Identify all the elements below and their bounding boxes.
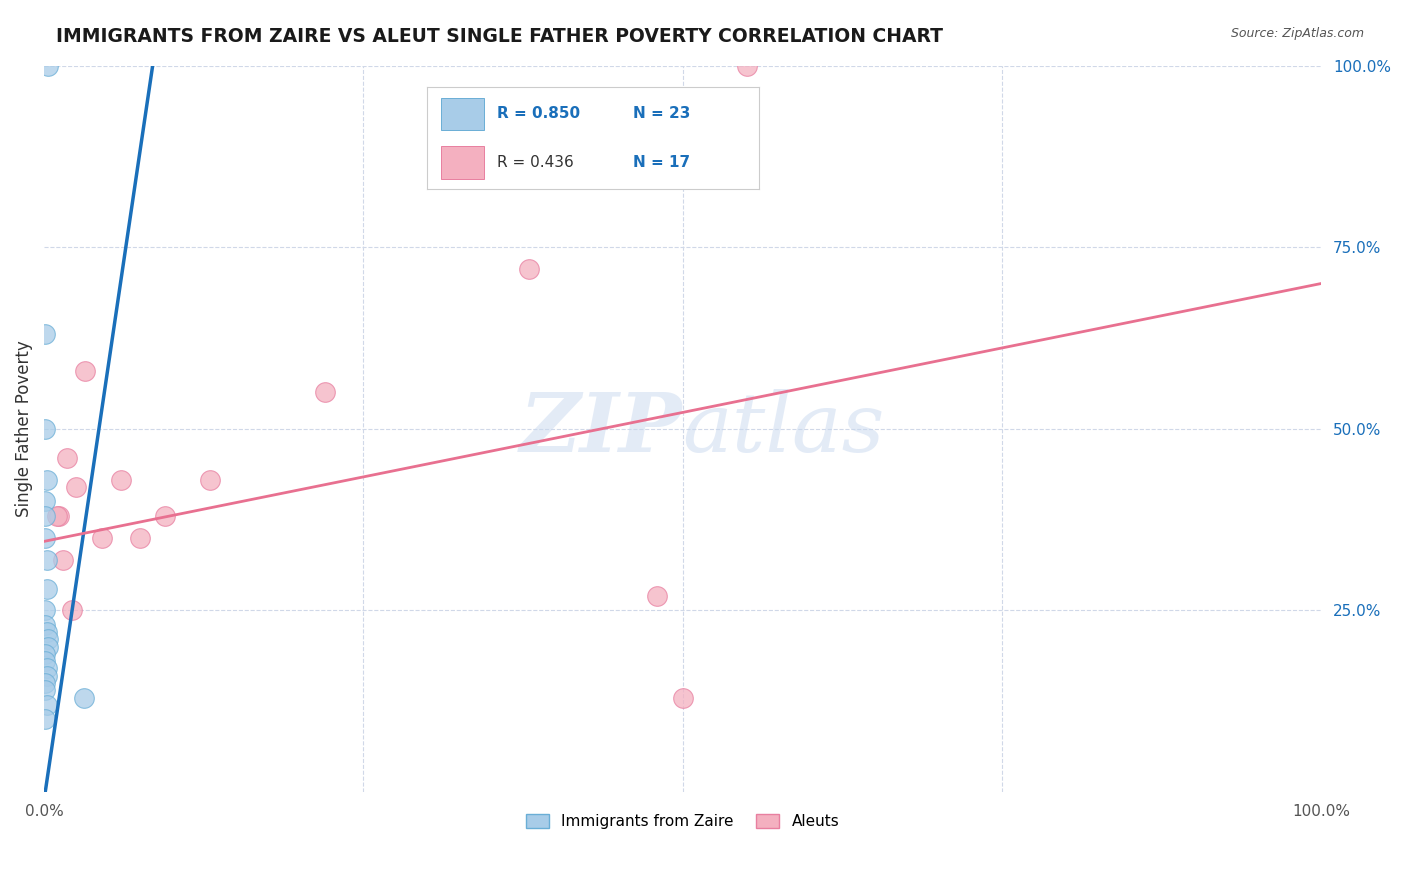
Point <box>34 508 56 523</box>
Text: atlas: atlas <box>683 389 884 469</box>
Point <box>35 582 58 596</box>
Point <box>110 473 132 487</box>
Point <box>128 531 150 545</box>
Point <box>35 473 58 487</box>
Point <box>34 712 56 726</box>
Point <box>34 654 56 668</box>
Point <box>645 589 668 603</box>
Point <box>90 531 112 545</box>
Point <box>52 552 75 566</box>
Point <box>56 450 79 465</box>
Point <box>34 531 56 545</box>
Point <box>60 603 83 617</box>
Point <box>65 480 87 494</box>
Point <box>73 690 96 705</box>
Point <box>34 603 56 617</box>
Point <box>37 632 59 647</box>
Point <box>155 508 177 523</box>
Point <box>34 618 56 632</box>
Text: IMMIGRANTS FROM ZAIRE VS ALEUT SINGLE FATHER POVERTY CORRELATION CHART: IMMIGRANTS FROM ZAIRE VS ALEUT SINGLE FA… <box>56 27 943 45</box>
Point <box>34 494 56 508</box>
Point <box>37 640 59 654</box>
Point <box>73 364 96 378</box>
Text: Source: ZipAtlas.com: Source: ZipAtlas.com <box>1230 27 1364 40</box>
Point <box>45 508 67 523</box>
Point <box>34 327 56 342</box>
Point <box>35 661 58 675</box>
Point <box>35 625 58 640</box>
Point <box>34 676 56 690</box>
Legend: Immigrants from Zaire, Aleuts: Immigrants from Zaire, Aleuts <box>520 807 845 835</box>
Y-axis label: Single Father Poverty: Single Father Poverty <box>15 341 32 517</box>
Point <box>35 552 58 566</box>
Point <box>34 422 56 436</box>
Point <box>672 690 695 705</box>
Point <box>314 385 336 400</box>
Point <box>48 508 70 523</box>
Text: ZIP: ZIP <box>520 389 683 469</box>
Point <box>735 59 758 73</box>
Point <box>34 647 56 661</box>
Point <box>519 262 541 277</box>
Point <box>35 669 58 683</box>
Point <box>37 59 59 73</box>
Point <box>34 683 56 698</box>
Point <box>198 473 221 487</box>
Point <box>35 698 58 712</box>
